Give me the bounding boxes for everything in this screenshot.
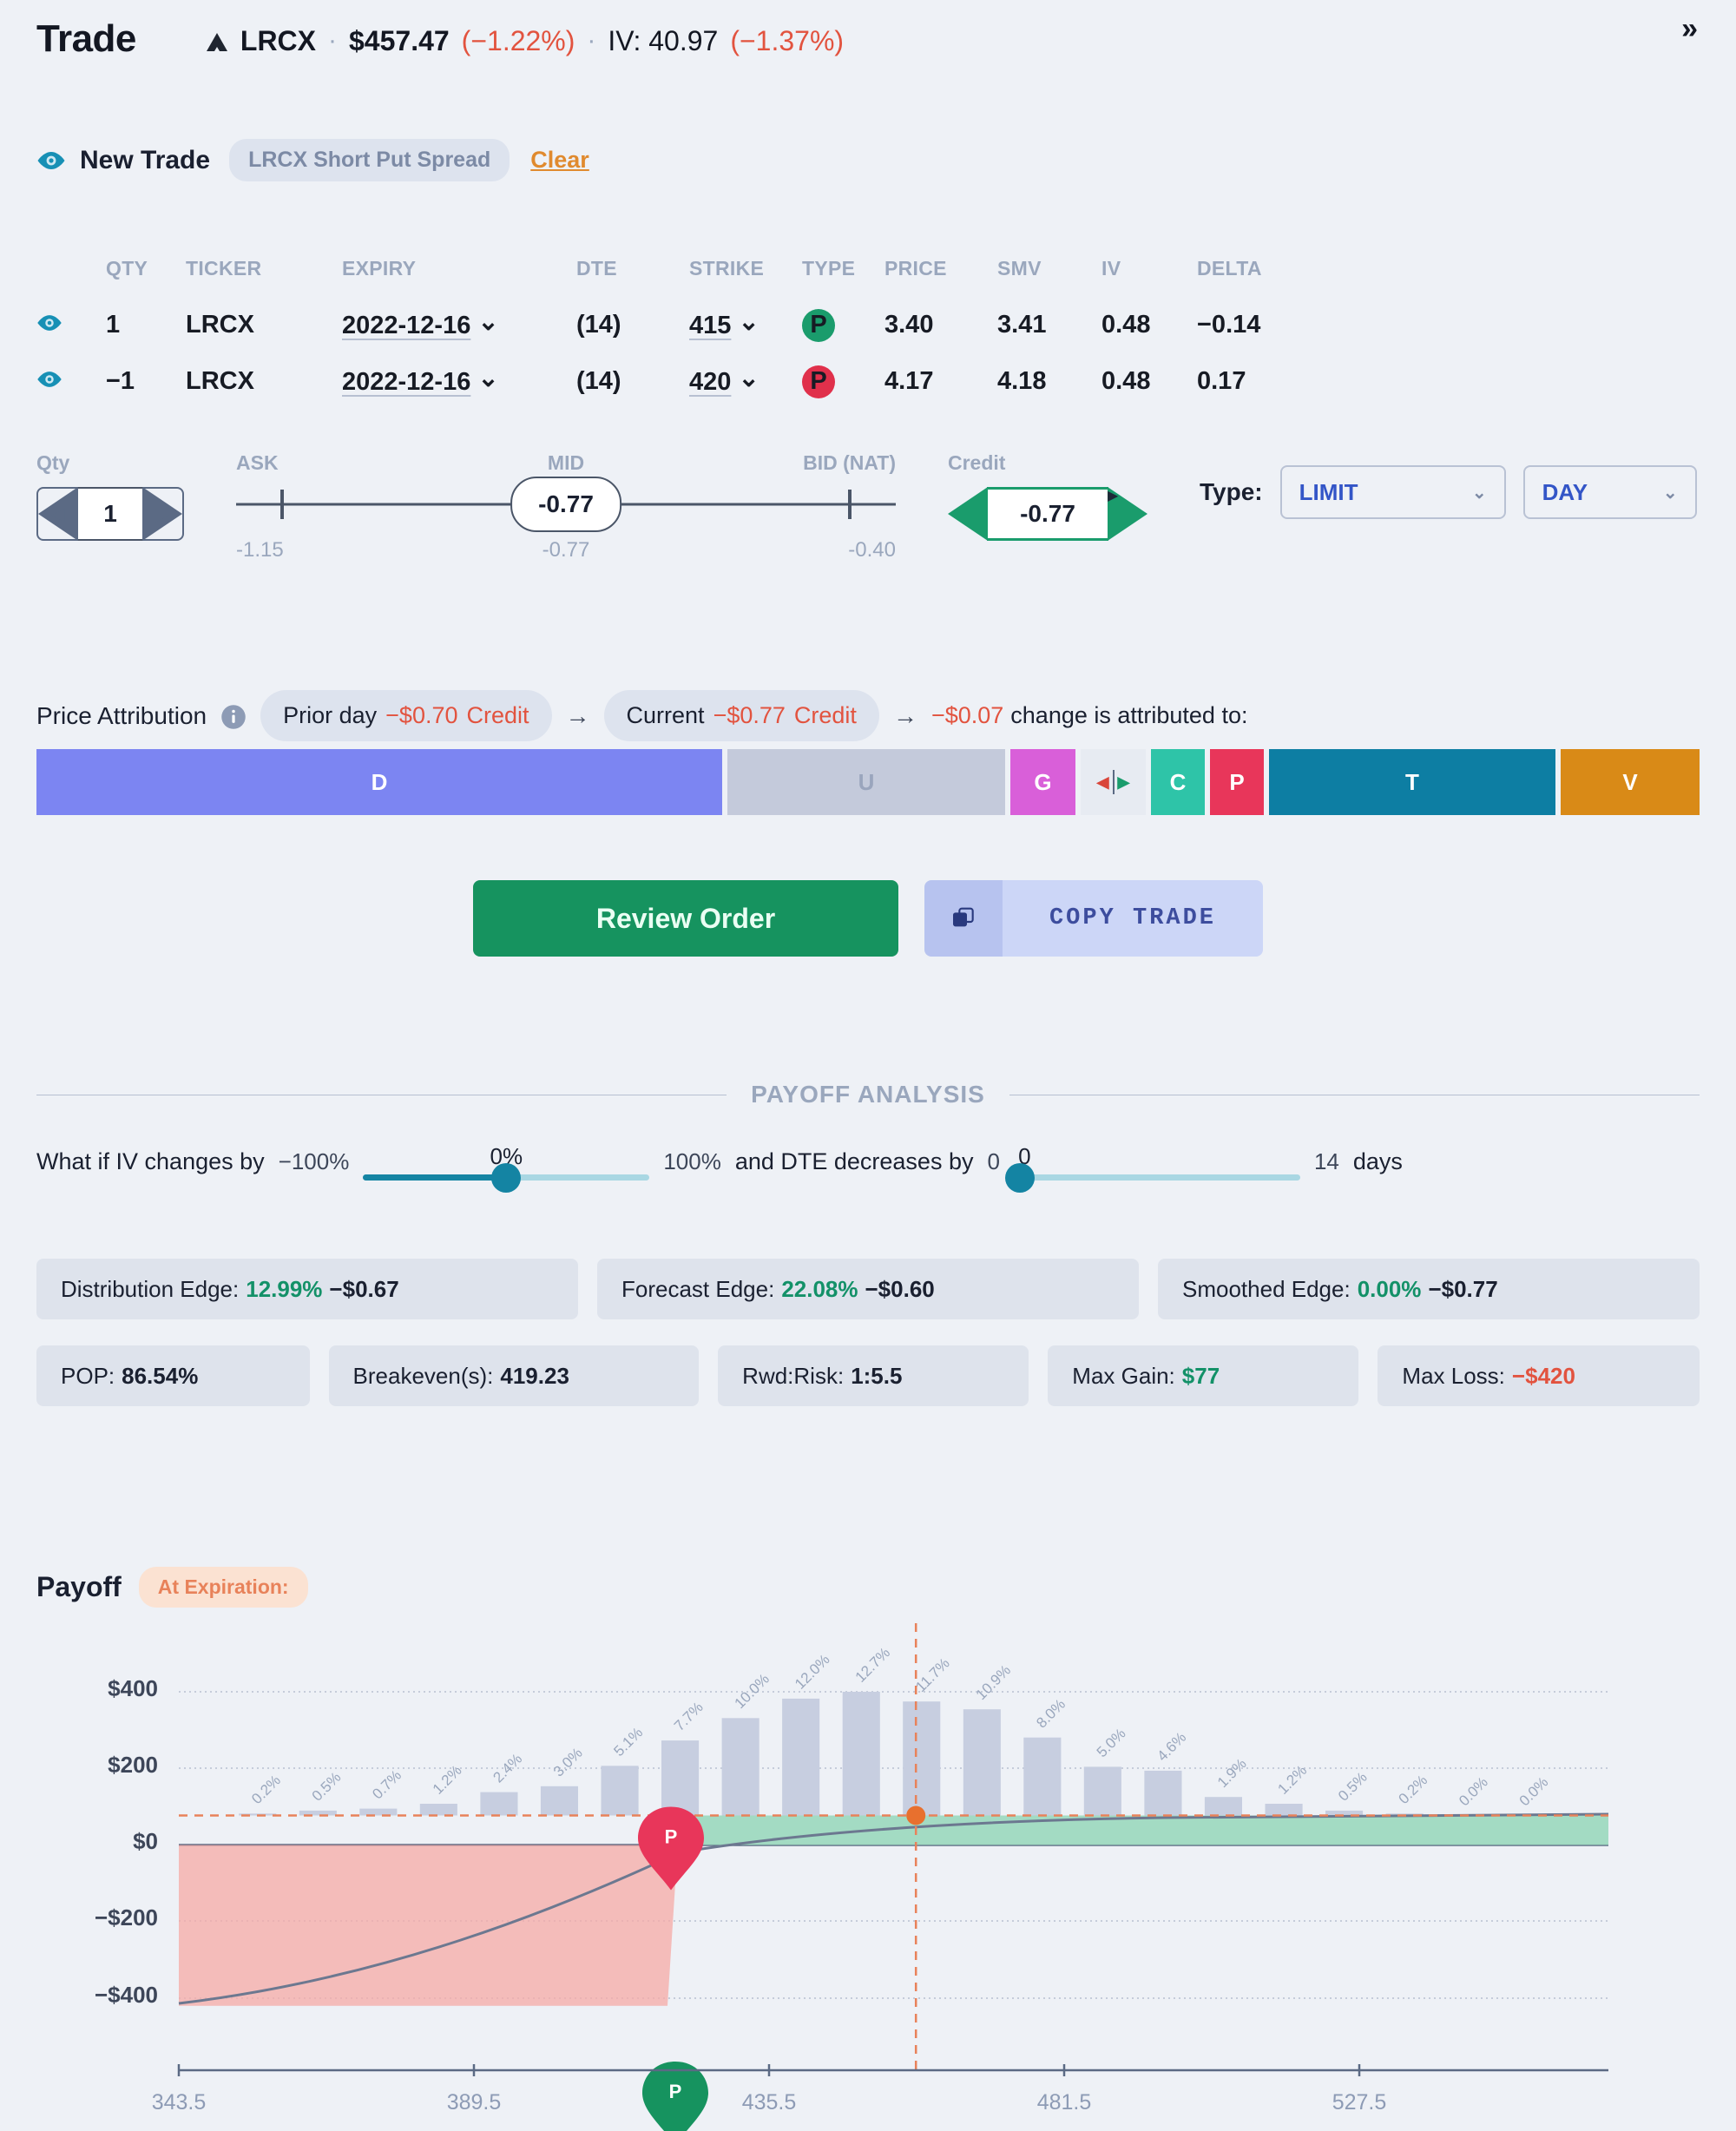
svg-text:12.0%: 12.0% bbox=[792, 1651, 833, 1693]
svg-text:11.7%: 11.7% bbox=[912, 1654, 953, 1695]
svg-text:481.5: 481.5 bbox=[1037, 2090, 1092, 2115]
svg-text:435.5: 435.5 bbox=[742, 2090, 797, 2115]
svg-text:$400: $400 bbox=[108, 1675, 158, 1701]
svg-text:3.0%: 3.0% bbox=[550, 1745, 586, 1780]
svg-text:4.6%: 4.6% bbox=[1154, 1729, 1189, 1765]
svg-text:0.0%: 0.0% bbox=[1456, 1773, 1491, 1809]
svg-text:0.0%: 0.0% bbox=[1516, 1773, 1552, 1809]
svg-text:527.5: 527.5 bbox=[1332, 2090, 1387, 2115]
svg-text:1.9%: 1.9% bbox=[1214, 1755, 1250, 1791]
svg-text:0.7%: 0.7% bbox=[369, 1767, 404, 1803]
svg-text:12.7%: 12.7% bbox=[852, 1644, 894, 1686]
svg-text:0.5%: 0.5% bbox=[1335, 1769, 1371, 1805]
svg-text:0.5%: 0.5% bbox=[309, 1769, 345, 1805]
svg-text:2.4%: 2.4% bbox=[490, 1751, 525, 1786]
svg-text:−$400: −$400 bbox=[95, 1982, 158, 2008]
svg-text:343.5: 343.5 bbox=[152, 2090, 207, 2115]
svg-text:0.2%: 0.2% bbox=[248, 1772, 284, 1807]
svg-text:P: P bbox=[665, 1826, 678, 1848]
svg-text:10.9%: 10.9% bbox=[973, 1662, 1015, 1704]
svg-text:−$200: −$200 bbox=[95, 1904, 158, 1930]
svg-text:P: P bbox=[669, 2081, 682, 2102]
svg-text:0.2%: 0.2% bbox=[1395, 1772, 1430, 1807]
svg-text:5.1%: 5.1% bbox=[610, 1724, 646, 1759]
svg-text:8.0%: 8.0% bbox=[1033, 1696, 1069, 1732]
svg-text:1.2%: 1.2% bbox=[1274, 1762, 1310, 1798]
svg-text:$0: $0 bbox=[133, 1828, 158, 1854]
svg-text:389.5: 389.5 bbox=[447, 2090, 502, 2115]
svg-text:$200: $200 bbox=[108, 1752, 158, 1778]
svg-text:7.7%: 7.7% bbox=[671, 1699, 707, 1734]
svg-text:1.2%: 1.2% bbox=[430, 1762, 465, 1798]
svg-text:5.0%: 5.0% bbox=[1094, 1725, 1129, 1760]
